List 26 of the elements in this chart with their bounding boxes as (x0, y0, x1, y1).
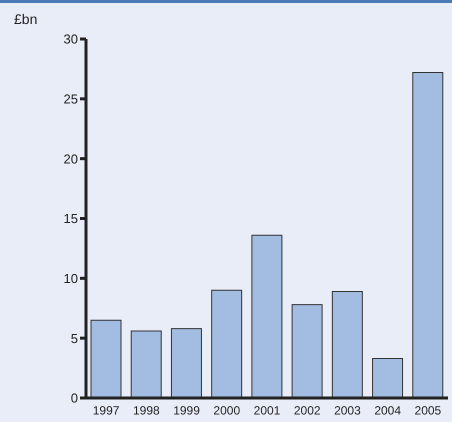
bar (332, 290, 363, 398)
x-tick-label: 2004 (374, 404, 402, 418)
x-tick-label: 2005 (414, 404, 442, 418)
bar (292, 304, 323, 398)
x-tick-label: 2001 (254, 404, 281, 418)
x-tick-label: 1997 (92, 404, 120, 418)
y-tick-label: 25 (64, 91, 78, 106)
y-tick-label: 0 (70, 390, 78, 406)
x-tick-label: 1999 (173, 404, 200, 418)
y-tick-label: 5 (70, 330, 78, 346)
y-axis-title: £bn (14, 11, 38, 27)
y-tick-label: 10 (64, 270, 78, 286)
bar (412, 72, 444, 398)
bar (90, 320, 122, 398)
bar (130, 330, 162, 398)
x-tick-label: 2003 (334, 404, 362, 418)
bar (170, 328, 202, 398)
x-tick-label: 2002 (294, 404, 321, 418)
x-tick-label: 2000 (213, 404, 240, 418)
y-tick-label: 30 (64, 32, 78, 47)
y-tick-label: 20 (64, 151, 78, 166)
bar (251, 234, 282, 398)
bar (372, 358, 404, 398)
y-tick-label: 15 (64, 211, 78, 226)
bar (211, 290, 242, 398)
x-tick-label: 1998 (132, 404, 160, 418)
